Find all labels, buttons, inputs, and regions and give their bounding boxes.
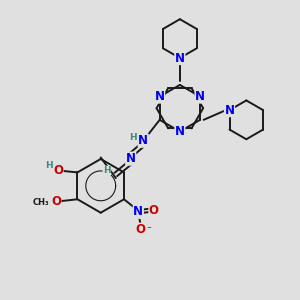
- Text: N: N: [175, 52, 185, 64]
- Text: O: O: [136, 223, 146, 236]
- Text: N: N: [155, 90, 165, 103]
- Text: O: O: [149, 204, 159, 217]
- Text: N: N: [224, 103, 235, 117]
- Text: N: N: [175, 125, 185, 138]
- Text: H: H: [103, 166, 111, 175]
- Text: N: N: [138, 134, 148, 147]
- Text: O: O: [51, 195, 61, 208]
- Text: N: N: [133, 205, 143, 218]
- Text: CH₃: CH₃: [33, 198, 49, 207]
- Text: N: N: [195, 90, 205, 103]
- Text: O: O: [53, 164, 63, 177]
- Text: H: H: [129, 133, 136, 142]
- Text: ⁻: ⁻: [147, 225, 152, 234]
- Text: N: N: [126, 152, 136, 165]
- Text: H: H: [45, 161, 52, 170]
